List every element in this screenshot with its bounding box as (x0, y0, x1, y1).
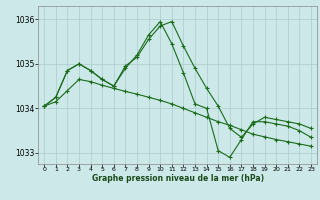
X-axis label: Graphe pression niveau de la mer (hPa): Graphe pression niveau de la mer (hPa) (92, 174, 264, 183)
